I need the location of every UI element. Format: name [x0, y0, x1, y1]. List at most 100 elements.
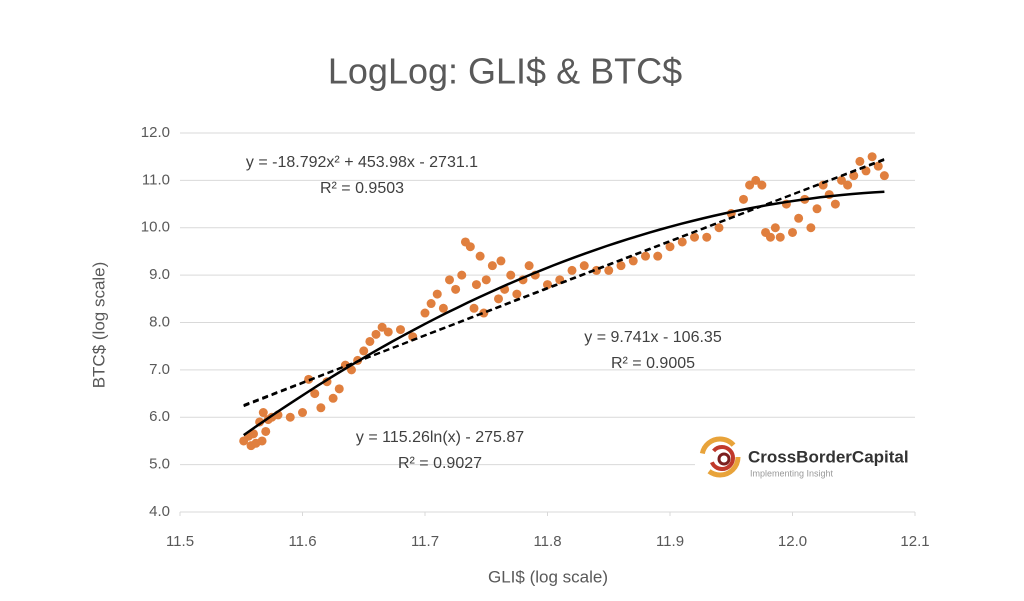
data-point — [487, 261, 497, 271]
data-point — [806, 223, 816, 233]
trendline-equation: y = -18.792x² + 453.98x - 2731.1 — [246, 154, 478, 171]
data-point — [812, 204, 822, 214]
data-point — [616, 261, 626, 271]
logo-icon — [717, 452, 731, 466]
data-point — [714, 223, 724, 233]
data-point — [665, 242, 675, 252]
data-point — [879, 171, 889, 181]
data-point — [788, 227, 797, 237]
data-point — [830, 199, 840, 209]
data-point — [770, 223, 780, 233]
y-tick-label: 6.0 — [149, 408, 170, 425]
data-point — [849, 171, 859, 181]
y-tick-label: 11.0 — [142, 171, 170, 188]
data-point — [702, 232, 712, 242]
y-tick-label: 8.0 — [149, 313, 170, 330]
data-point — [496, 256, 506, 266]
y-tick-label: 4.0 — [149, 503, 170, 520]
y-tick-label: 10.0 — [141, 219, 170, 236]
data-point — [873, 161, 883, 171]
data-point — [855, 156, 865, 166]
plot-area: 4.0 5.0 6.0 7.0 8.0 9.0 10.0 11.0 12.0 11.5 11.6 11… — [141, 124, 930, 550]
data-point — [794, 213, 804, 223]
data-point — [739, 194, 748, 204]
y-tick-label: 7.0 — [149, 361, 170, 378]
data-point — [628, 256, 638, 266]
data-point — [765, 232, 775, 242]
x-tick-label: 11.5 — [166, 533, 194, 550]
data-point — [371, 329, 381, 339]
data-point — [257, 436, 267, 446]
data-point — [310, 389, 320, 399]
data-point — [867, 152, 877, 162]
data-point — [465, 242, 475, 252]
data-point — [426, 299, 436, 309]
data-point — [359, 346, 369, 356]
logo-icon — [709, 445, 735, 471]
data-point — [432, 289, 442, 299]
data-point — [471, 280, 481, 290]
data-point — [745, 180, 755, 190]
data-point — [775, 232, 785, 242]
x-tick-label: 11.7 — [411, 533, 439, 550]
trendline-r2: R² = 0.9503 — [320, 180, 404, 197]
data-point — [258, 408, 268, 418]
data-point — [481, 275, 491, 285]
logo: CrossBorderCapital Implementing Insight — [695, 428, 917, 490]
data-point — [457, 270, 467, 280]
data-point — [512, 289, 522, 299]
logo-icon — [699, 436, 741, 478]
data-point — [677, 237, 687, 247]
data-point — [261, 426, 271, 436]
data-point — [396, 325, 405, 335]
data-point — [469, 303, 479, 313]
data-point — [604, 265, 614, 275]
data-point — [334, 384, 344, 394]
x-tick-label: 11.6 — [288, 533, 316, 550]
data-point — [328, 393, 338, 403]
data-point — [690, 232, 699, 242]
y-tick-label: 9.0 — [149, 266, 170, 283]
data-point — [298, 408, 307, 418]
y-tick-label: 12.0 — [141, 124, 170, 141]
data-point — [641, 251, 650, 261]
data-point — [751, 175, 761, 185]
data-point — [420, 308, 430, 318]
trendline-equation: y = 115.26ln(x) - 275.87 — [356, 429, 524, 446]
trendline-r2: R² = 0.9005 — [611, 355, 695, 372]
y-axis-label: BTC$ (log scale) — [89, 262, 108, 389]
data-point — [365, 336, 375, 346]
data-point — [579, 261, 589, 271]
data-point — [494, 294, 503, 304]
data-point — [653, 251, 663, 261]
data-point — [475, 251, 485, 261]
data-point — [506, 270, 516, 280]
trendline-equation: y = 9.741x - 106.35 — [584, 329, 722, 346]
data-point — [843, 180, 853, 190]
x-tick-label: 11.8 — [533, 533, 561, 550]
data-point — [438, 303, 448, 313]
data-point — [567, 265, 577, 275]
trendline — [243, 158, 885, 408]
data-point — [757, 180, 767, 190]
x-tick-label: 12.0 — [778, 533, 807, 550]
data-point — [451, 284, 461, 294]
data-point — [837, 175, 846, 185]
data-point — [304, 374, 314, 384]
x-tick-label: 11.9 — [656, 533, 684, 550]
data-point — [377, 322, 387, 332]
data-point — [285, 412, 295, 422]
y-tick-label: 5.0 — [149, 456, 170, 473]
data-point — [316, 403, 326, 413]
trendline — [242, 190, 885, 437]
x-tick-label: 12.1 — [900, 533, 929, 550]
logo-name: CrossBorderCapital — [748, 447, 909, 466]
data-point — [383, 327, 393, 337]
trendline-r2: R² = 0.9027 — [398, 455, 482, 472]
x-axis-label: GLI$ (log scale) — [488, 567, 608, 586]
logo-tagline: Implementing Insight — [750, 468, 834, 478]
data-point — [249, 429, 258, 439]
chart-title: LogLog: GLI$ & BTC$ — [328, 51, 682, 92]
